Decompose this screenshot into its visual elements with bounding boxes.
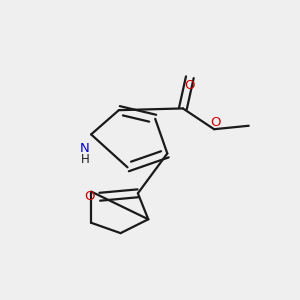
Text: O: O (84, 190, 94, 203)
Text: O: O (211, 116, 221, 129)
Text: N: N (80, 142, 90, 155)
Text: H: H (80, 153, 89, 166)
Text: O: O (184, 80, 195, 92)
